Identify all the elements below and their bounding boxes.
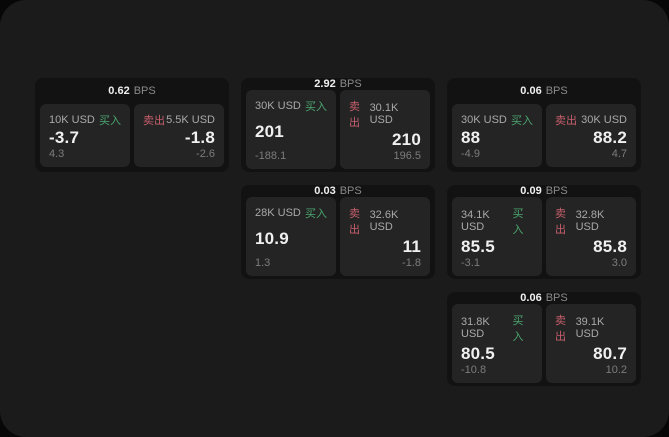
sell-side-label: 卖出 [349, 208, 360, 236]
sell-sub-value: 4.7 [611, 148, 627, 160]
buy-sub-value: -3.1 [461, 257, 480, 269]
sell-price: 88.2 [593, 128, 627, 147]
buy-price: -3.7 [49, 128, 80, 147]
spread-unit-label: BPS [339, 185, 362, 197]
sell-amount: 39.1K USD [575, 316, 605, 340]
buy-side-label: 买入 [305, 208, 327, 220]
sell-sub-value: 10.2 [605, 364, 627, 376]
buy-price: 201 [255, 122, 284, 141]
sell-panel[interactable]: 卖出 32.8K USD 85.8 3.0 [546, 197, 636, 276]
spread-value: 0.03 [314, 185, 336, 197]
quote-card: 0.03 BPS 28K USD 买入 10.9 1.3 卖出 32.6K US… [241, 185, 435, 279]
quote-card: 0.09 BPS 34.1K USD 买入 85.5 -3.1 卖出 32.8K… [447, 185, 641, 279]
sell-side-label: 卖出 [349, 101, 360, 129]
quote-body: 30K USD 买入 88 -4.9 卖出 30K USD 88.2 4.7 [447, 104, 641, 172]
quote-card: 0.62 BPS 10K USD 买入 -3.7 4.3 卖出 5.5K USD [35, 78, 229, 172]
spread-header: 0.03 BPS [241, 185, 435, 197]
buy-sub-value: -10.8 [461, 364, 487, 376]
sell-panel[interactable]: 卖出 5.5K USD -1.8 -2.6 [134, 104, 224, 167]
sell-amount: 30.1K USD [369, 102, 399, 126]
buy-panel[interactable]: 31.8K USD 买入 80.5 -10.8 [452, 304, 542, 383]
buy-panel[interactable]: 34.1K USD 买入 85.5 -3.1 [452, 197, 542, 276]
sell-price: 80.7 [593, 344, 627, 363]
buy-sub-value: -4.9 [461, 148, 480, 160]
buy-sub-value: -188.1 [255, 150, 287, 162]
buy-panel[interactable]: 10K USD 买入 -3.7 4.3 [40, 104, 130, 167]
quote-body: 31.8K USD 买入 80.5 -10.8 卖出 39.1K USD 80.… [447, 304, 641, 388]
spread-value: 0.06 [520, 85, 542, 97]
spread-header: 2.92 BPS [241, 78, 435, 90]
sell-sub-value: 196.5 [393, 150, 421, 162]
quote-card: 0.06 BPS 30K USD 买入 88 -4.9 卖出 30K USD [447, 78, 641, 172]
sell-price: 85.8 [593, 237, 627, 256]
spread-unit-label: BPS [545, 85, 568, 97]
sell-sub-value: -1.8 [402, 257, 421, 269]
sell-amount: 32.8K USD [575, 209, 605, 233]
buy-sub-value: 4.3 [49, 148, 65, 160]
buy-amount: 34.1K USD [461, 209, 490, 233]
buy-price: 85.5 [461, 237, 495, 256]
buy-amount: 30K USD [255, 100, 301, 112]
sell-sub-value: 3.0 [611, 257, 627, 269]
spread-header: 0.09 BPS [447, 185, 641, 197]
sell-price: -1.8 [184, 128, 215, 147]
spread-unit-label: BPS [545, 292, 568, 304]
buy-price: 10.9 [255, 229, 289, 248]
buy-amount: 10K USD [49, 114, 95, 126]
buy-sub-value: 1.3 [255, 257, 271, 269]
buy-panel[interactable]: 30K USD 买入 88 -4.9 [452, 104, 542, 167]
quote-card: 0.06 BPS 31.8K USD 买入 80.5 -10.8 卖出 39.1… [447, 292, 641, 386]
buy-side-label: 买入 [511, 115, 533, 127]
sell-panel[interactable]: 卖出 30K USD 88.2 4.7 [546, 104, 636, 167]
buy-amount: 31.8K USD [461, 316, 490, 340]
spread-header: 0.06 BPS [447, 292, 641, 304]
sell-panel[interactable]: 卖出 30.1K USD 210 196.5 [340, 90, 430, 169]
spread-value: 0.62 [108, 85, 130, 97]
spread-unit-label: BPS [133, 85, 156, 97]
spread-value: 0.06 [520, 292, 542, 304]
quote-body: 10K USD 买入 -3.7 4.3 卖出 5.5K USD -1.8 -2.… [35, 104, 229, 172]
sell-amount: 30K USD [581, 114, 627, 126]
sell-price: 11 [402, 237, 421, 256]
sell-side-label: 卖出 [555, 115, 577, 127]
sell-amount: 5.5K USD [166, 114, 215, 126]
buy-panel[interactable]: 28K USD 买入 10.9 1.3 [246, 197, 336, 276]
sell-amount: 32.6K USD [369, 209, 399, 233]
quote-body: 30K USD 买入 201 -188.1 卖出 30.1K USD 210 1… [241, 90, 435, 174]
buy-side-label: 买入 [99, 115, 121, 127]
buy-amount: 30K USD [461, 114, 507, 126]
spread-unit-label: BPS [339, 78, 362, 90]
sell-side-label: 卖出 [555, 208, 566, 236]
buy-side-label: 买入 [512, 208, 524, 236]
sell-panel[interactable]: 卖出 39.1K USD 80.7 10.2 [546, 304, 636, 383]
buy-amount: 28K USD [255, 207, 301, 219]
sell-side-label: 卖出 [143, 115, 165, 127]
buy-side-label: 买入 [512, 315, 524, 343]
buy-price: 80.5 [461, 344, 495, 363]
quote-body: 28K USD 买入 10.9 1.3 卖出 32.6K USD 11 -1.8 [241, 197, 435, 281]
spread-value: 2.92 [314, 78, 336, 90]
quote-card: 2.92 BPS 30K USD 买入 201 -188.1 卖出 30.1K … [241, 78, 435, 172]
buy-panel[interactable]: 30K USD 买入 201 -188.1 [246, 90, 336, 169]
sell-side-label: 卖出 [555, 315, 566, 343]
spread-unit-label: BPS [545, 185, 568, 197]
buy-side-label: 买入 [305, 101, 327, 113]
sell-sub-value: -2.6 [196, 148, 215, 160]
sell-price: 210 [392, 130, 421, 149]
quote-body: 34.1K USD 买入 85.5 -3.1 卖出 32.8K USD 85.8… [447, 197, 641, 281]
buy-price: 88 [461, 128, 481, 147]
quote-card-grid: 0.62 BPS 10K USD 买入 -3.7 4.3 卖出 5.5K USD [35, 78, 641, 386]
spread-header: 0.62 BPS [35, 78, 229, 104]
sell-panel[interactable]: 卖出 32.6K USD 11 -1.8 [340, 197, 430, 276]
spread-header: 0.06 BPS [447, 78, 641, 104]
spread-value: 0.09 [520, 185, 542, 197]
